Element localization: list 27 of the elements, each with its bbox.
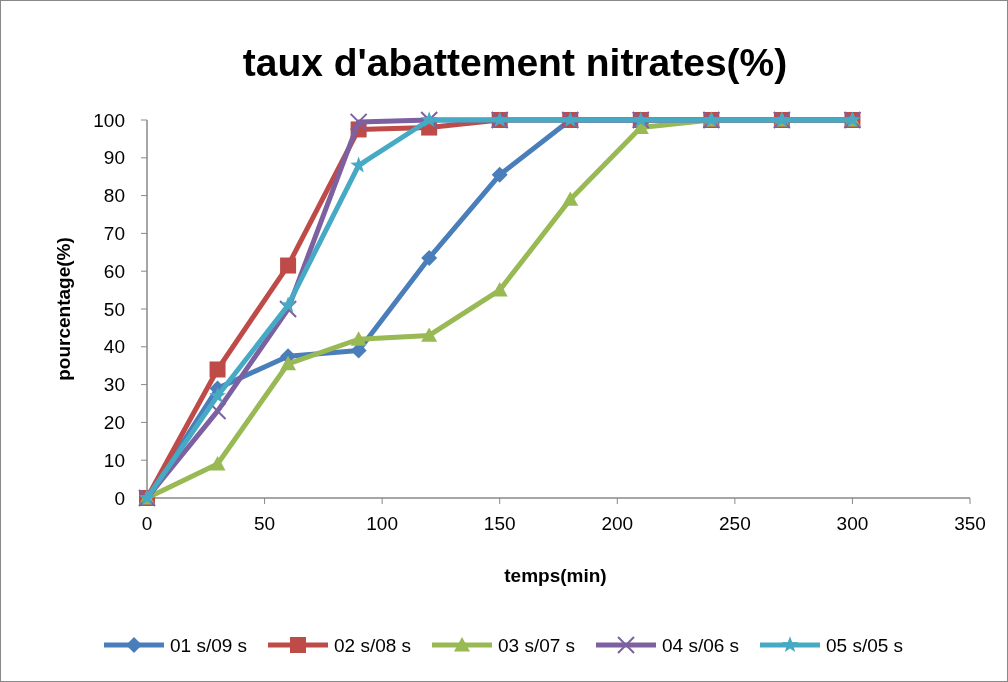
y-tick-label: 40	[103, 336, 125, 358]
y-tick-label: 70	[103, 223, 125, 245]
x-tick-label: 150	[483, 513, 516, 534]
y-tick-label: 80	[103, 185, 125, 207]
y-tick-label: 60	[103, 260, 125, 282]
chart-title: taux d'abattement nitrates(%)	[242, 41, 788, 84]
y-tick-label: 90	[103, 147, 125, 169]
x-tick-label: 300	[836, 513, 869, 534]
y-axis-title: pourcentage(%)	[53, 237, 74, 381]
x-tick-label: 200	[601, 513, 634, 534]
x-tick-label: 250	[719, 513, 751, 534]
legend-label: 04 s/06 s	[662, 634, 740, 656]
y-tick-label: 10	[103, 449, 125, 471]
x-tick-label: 0	[141, 513, 153, 534]
x-tick-label: 50	[254, 513, 276, 534]
y-tick-label: 50	[103, 298, 125, 320]
y-tick-label: 30	[103, 374, 125, 396]
y-tick-label: 20	[103, 412, 125, 434]
legend-label: 03 s/07 s	[498, 634, 576, 656]
legend-label: 01 s/09 s	[170, 634, 248, 656]
legend-label: 02 s/08 s	[334, 634, 412, 656]
y-tick-label: 100	[93, 109, 125, 131]
x-tick-label: 350	[954, 513, 986, 534]
y-tick-label: 0	[114, 487, 125, 509]
x-axis-title: temps(min)	[504, 565, 607, 586]
x-tick-label: 100	[366, 513, 398, 534]
legend-label: 05 s/05 s	[826, 634, 904, 656]
